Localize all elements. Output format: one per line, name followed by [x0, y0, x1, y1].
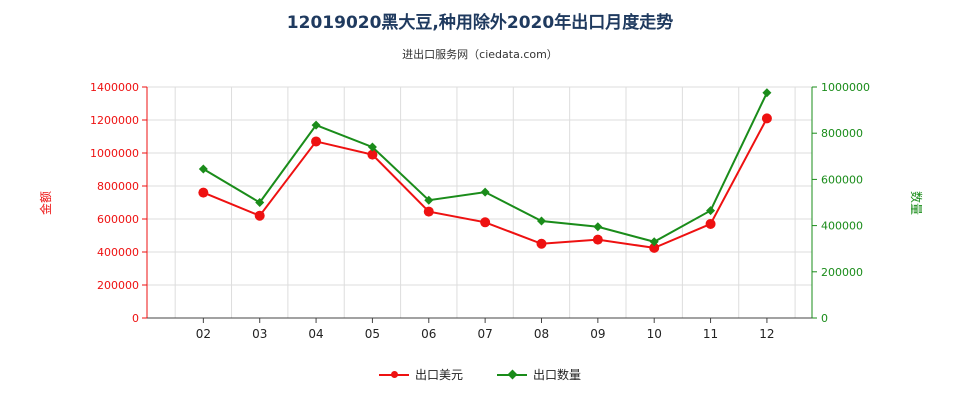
- x-tick-label: 09: [590, 327, 605, 341]
- right-tick-label: 1000000: [821, 81, 870, 94]
- x-tick-label: 02: [196, 327, 211, 341]
- left-tick-label: 1000000: [90, 147, 139, 160]
- legend-label-export-qty: 出口数量: [533, 368, 582, 382]
- left-tick-label: 400000: [97, 246, 139, 259]
- x-tick-label: 07: [477, 327, 492, 341]
- x-tick-label: 04: [308, 327, 323, 341]
- data-point-1: [311, 120, 321, 130]
- data-point-1: [536, 216, 546, 226]
- right-tick-label: 400000: [821, 220, 863, 233]
- x-tick-label: 05: [365, 327, 380, 341]
- right-axis-label: 数量: [909, 191, 924, 215]
- left-tick-label: 600000: [97, 213, 139, 226]
- legend-item-export-usd[interactable]: 出口美元: [378, 366, 463, 383]
- series-group: [198, 88, 772, 253]
- data-point-0: [254, 210, 265, 221]
- left-tick-label: 1400000: [90, 81, 139, 94]
- data-point-0: [480, 217, 491, 228]
- data-point-0: [198, 187, 209, 198]
- left-tick-label: 200000: [97, 279, 139, 292]
- data-point-1: [593, 222, 603, 232]
- right-tick-label: 800000: [821, 127, 863, 140]
- data-point-0: [423, 206, 434, 217]
- right-tick-label: 600000: [821, 173, 863, 186]
- x-tick-label: 10: [647, 327, 662, 341]
- right-tick-label: 200000: [821, 266, 863, 279]
- data-point-0: [761, 113, 772, 124]
- data-point-1: [762, 88, 772, 98]
- x-tick-label: 11: [703, 327, 718, 341]
- chart-subtitle: 进出口服务网（ciedata.com）: [402, 48, 558, 61]
- right-axis-ticks: 0 200000 400000 600000 800000 1000000: [812, 81, 870, 325]
- right-tick-label: 0: [821, 312, 828, 325]
- legend-swatch-red: [378, 370, 409, 378]
- data-point-1: [424, 195, 434, 205]
- data-point-0: [705, 218, 716, 229]
- data-point-0: [367, 149, 378, 160]
- data-point-1: [649, 237, 659, 247]
- data-point-1: [255, 198, 265, 207]
- grid-lines: [147, 86, 812, 319]
- x-axis-ticks: 02 03 04 05 06 07 08 09 10 11 12: [196, 318, 775, 341]
- left-tick-label: 800000: [97, 180, 139, 193]
- data-point-1: [480, 187, 490, 197]
- data-point-1: [706, 206, 716, 216]
- chart-title: 12019020黑大豆,种用除外2020年出口月度走势: [286, 13, 674, 33]
- x-tick-label: 03: [252, 327, 267, 341]
- data-point-0: [536, 238, 547, 249]
- data-point-1: [367, 142, 377, 152]
- data-point-0: [649, 242, 660, 253]
- data-point-1: [198, 164, 208, 174]
- legend-label-export-usd: 出口美元: [414, 368, 463, 382]
- x-tick-label: 12: [759, 327, 774, 341]
- chart-legend: 出口美元 出口数量: [0, 366, 960, 383]
- left-axis-ticks: 0 200000 400000 600000 800000 1000000 1200000 1…: [90, 81, 147, 325]
- left-axis-label: 金额: [38, 191, 53, 215]
- legend-item-export-qty[interactable]: 出口数量: [497, 366, 581, 383]
- x-tick-label: 06: [421, 327, 436, 341]
- chart-axes: [146, 87, 813, 319]
- legend-swatch-green: [497, 369, 527, 379]
- x-tick-label: 08: [534, 327, 549, 341]
- data-point-0: [592, 234, 603, 245]
- left-tick-label: 1200000: [90, 114, 139, 127]
- data-point-0: [311, 136, 322, 147]
- left-tick-label: 0: [132, 312, 139, 325]
